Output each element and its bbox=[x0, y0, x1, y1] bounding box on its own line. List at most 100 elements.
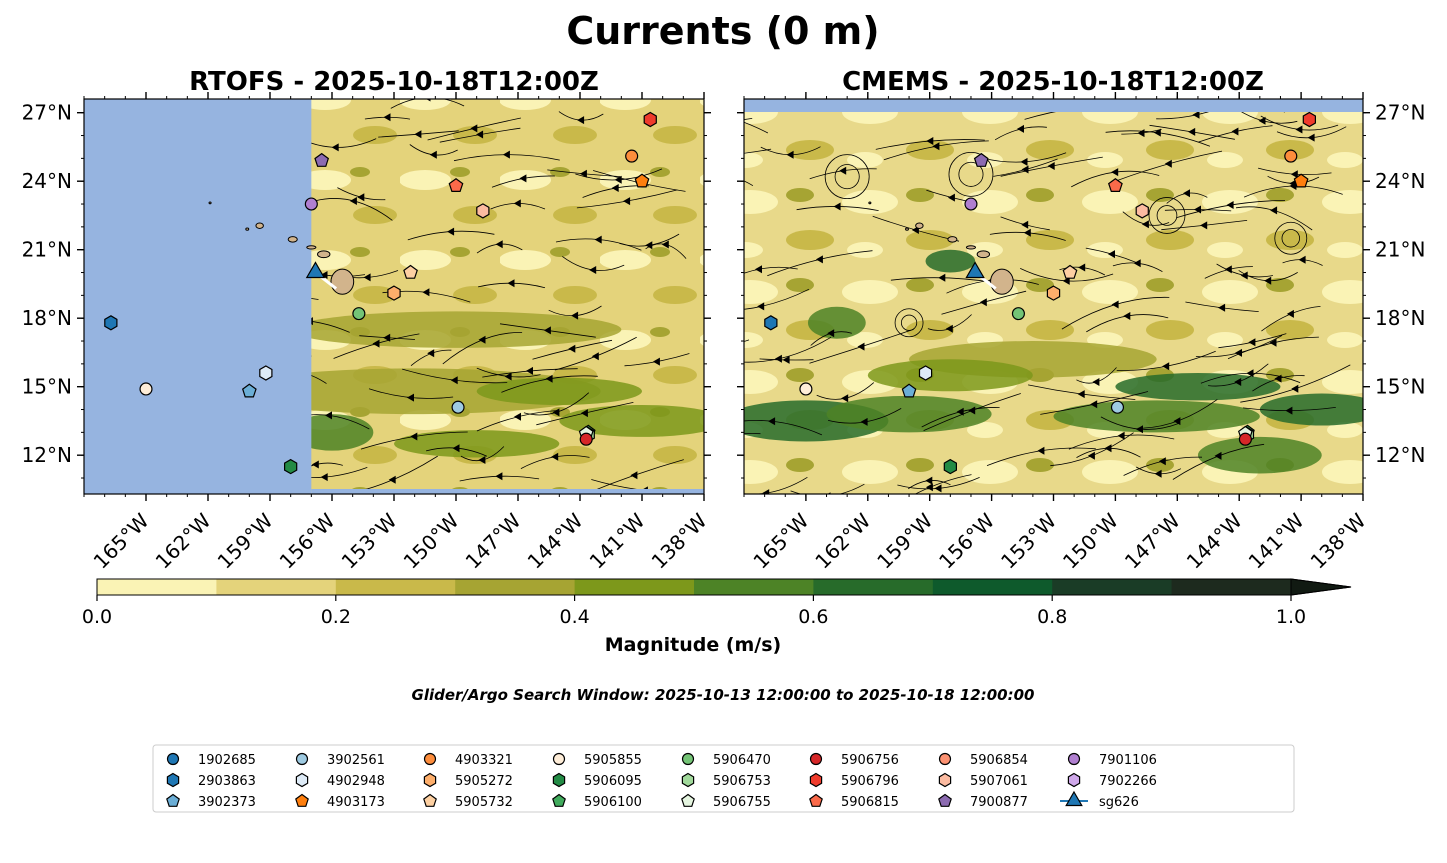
legend-item-5906854: 5906854 bbox=[938, 752, 1028, 768]
streamline bbox=[744, 121, 769, 134]
hawaiian-island bbox=[915, 222, 924, 229]
float-marker-5906815 bbox=[1107, 178, 1123, 192]
colorbar-tick-label: 0.8 bbox=[1037, 606, 1067, 628]
legend-marker bbox=[1067, 772, 1081, 788]
streamline-arrow bbox=[1214, 451, 1222, 460]
streamline-arrow bbox=[1141, 220, 1149, 229]
lat-tick-label: 15°N bbox=[1375, 375, 1425, 399]
masked-ocean-area bbox=[744, 99, 1363, 112]
streamline-arrow bbox=[1224, 265, 1232, 274]
masked-ocean-area bbox=[311, 489, 704, 494]
streamline-arrow bbox=[1111, 168, 1119, 177]
lon-tick-label: 147°W bbox=[1120, 508, 1185, 573]
streamline-arrow bbox=[1274, 374, 1282, 383]
map-panel-rtofs: RTOFS - 2025-10-18T12:00Z 165°W162°W159°… bbox=[22, 67, 712, 574]
streamline-arrow bbox=[478, 456, 486, 464]
streamline-arrow bbox=[476, 130, 484, 139]
legend-marker bbox=[552, 752, 566, 766]
float-marker-5906815 bbox=[448, 178, 464, 192]
hawaiian-island bbox=[976, 250, 991, 259]
streamline-arrow bbox=[839, 166, 847, 175]
legend-label: 5905855 bbox=[584, 753, 642, 768]
legend-label: 3902373 bbox=[198, 795, 256, 810]
streamline-arrow bbox=[1092, 378, 1100, 386]
legend-label: 7901106 bbox=[1099, 753, 1157, 768]
streamline-arrow bbox=[34, 411, 41, 419]
colorbar-segment bbox=[932, 579, 1053, 595]
lon-tick-label: 141°W bbox=[1244, 508, 1309, 573]
hawaiian-island bbox=[965, 245, 977, 250]
float-marker-5906756 bbox=[579, 432, 593, 446]
streamline-arrow bbox=[1087, 451, 1095, 460]
streamline-arrow bbox=[934, 484, 942, 493]
streamline-arrow bbox=[833, 202, 841, 211]
streamline bbox=[744, 118, 753, 120]
hawaiian-island bbox=[287, 236, 298, 243]
lat-tick-label: 27°N bbox=[22, 101, 72, 125]
streamline-arrow bbox=[707, 340, 714, 348]
search-window-text: Glider/Argo Search Window: 2025-10-13 12… bbox=[412, 686, 1035, 704]
colorbar-tick-label: 0.4 bbox=[559, 606, 589, 628]
streamline-arrow bbox=[1226, 201, 1234, 209]
legend-box bbox=[152, 744, 1295, 813]
float-marker-5905272 bbox=[1046, 285, 1061, 301]
streamline-arrow bbox=[645, 241, 653, 250]
streamline-arrow bbox=[925, 483, 933, 492]
legend-label: 5906815 bbox=[841, 795, 899, 810]
streamline bbox=[744, 148, 772, 154]
lon-tick-label: 138°W bbox=[1306, 508, 1371, 573]
streamline-arrow bbox=[349, 197, 357, 205]
eddy bbox=[900, 314, 918, 331]
float-marker-7901106 bbox=[304, 197, 318, 211]
streamline-arrow bbox=[1289, 182, 1297, 190]
streamline-arrow bbox=[427, 349, 435, 358]
streamline-arrow bbox=[1234, 378, 1242, 386]
streamline-arrow bbox=[1090, 400, 1098, 409]
colorbar-segment bbox=[813, 579, 934, 595]
high-current-zone bbox=[394, 430, 560, 458]
legend-marker bbox=[423, 772, 437, 788]
streamline-arrow bbox=[1164, 159, 1172, 168]
lon-tick-label: 144°W bbox=[523, 508, 588, 573]
legend-label: 5906755 bbox=[713, 795, 771, 810]
streamline-arrow bbox=[551, 452, 559, 461]
streamline-arrow bbox=[755, 265, 762, 274]
streamline-arrow bbox=[1123, 312, 1131, 320]
map-panel-cmems: CMEMS - 2025-10-18T12:00Z 165°W162°W159°… bbox=[707, 67, 1425, 574]
lon-tick-label: 150°W bbox=[399, 508, 464, 573]
rtofs-float-markers bbox=[104, 111, 657, 475]
legend-marker bbox=[166, 752, 180, 766]
streamline-arrow bbox=[331, 143, 339, 152]
streamline-arrow bbox=[661, 240, 669, 249]
streamline-arrow bbox=[718, 172, 725, 180]
legend-item-7902266: 7902266 bbox=[1067, 772, 1157, 789]
streamline-arrow bbox=[1078, 263, 1086, 272]
streamline-arrow bbox=[571, 311, 579, 320]
legend-marker bbox=[295, 793, 309, 807]
streamline-arrow bbox=[947, 193, 955, 202]
lat-tick-label: 12°N bbox=[1375, 443, 1425, 467]
legend-marker bbox=[681, 793, 695, 807]
legend-item-5905272: 5905272 bbox=[423, 772, 513, 789]
float-marker-4903321 bbox=[1284, 149, 1298, 163]
lon-tick-label: 150°W bbox=[1058, 508, 1123, 573]
streamline-arrow bbox=[1298, 255, 1306, 264]
masked-ocean-area bbox=[84, 99, 312, 494]
high-current-zone bbox=[1197, 436, 1322, 474]
hawaiian-island bbox=[947, 236, 958, 243]
legend-item-4903173: 4903173 bbox=[295, 793, 385, 810]
legend-label: 5906470 bbox=[713, 753, 771, 768]
legend-marker bbox=[809, 772, 823, 788]
legend-label: 7902266 bbox=[1099, 774, 1157, 789]
float-marker-4903173 bbox=[634, 173, 650, 188]
streamline-arrow bbox=[1248, 338, 1256, 347]
streamline-arrow bbox=[1235, 348, 1242, 357]
legend-label: 5905272 bbox=[455, 774, 513, 789]
float-marker-5906756 bbox=[1238, 432, 1252, 446]
streamline-arrow bbox=[1133, 259, 1141, 268]
streamline-arrow bbox=[932, 142, 940, 151]
colorbar: 0.0 0.2 0.4 0.6 0.8 1.0 Magnitude (m/s) bbox=[82, 578, 1352, 656]
lon-tick-label: 165°W bbox=[748, 508, 813, 573]
float-marker-sg626 bbox=[965, 261, 985, 279]
streamline-arrow bbox=[727, 116, 734, 124]
